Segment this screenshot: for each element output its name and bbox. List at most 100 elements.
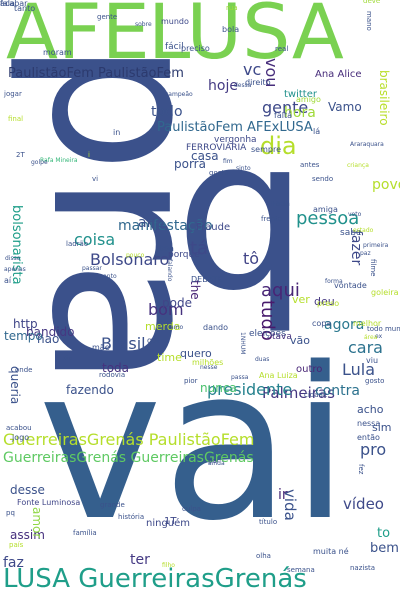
word: contra [315,383,360,399]
word: bolsonarista [9,205,24,285]
word: ir [278,487,288,503]
word: gol [147,336,160,345]
word: deu [314,295,335,308]
word: faz [3,555,24,571]
word: Fonte Luminosa [17,498,81,507]
word: toda [102,361,130,375]
word: ano [138,215,165,231]
word: GuerreirasGrenás GuerreirasGrenás [3,450,254,466]
word: povo [372,177,400,193]
word: tempo [4,329,43,343]
word: vou [262,58,281,88]
word: pode [162,296,192,310]
word: 1NHUM [239,332,246,355]
word: culpa [182,505,201,513]
word: passa [231,374,249,381]
word: onde [15,366,33,374]
word: coisa [74,230,116,249]
word: porra [174,157,206,171]
word: gosto [365,377,385,385]
word: sobre [135,21,152,28]
word: final [8,115,24,123]
word: boa [159,244,174,253]
word: the [188,280,202,300]
word: in [113,128,121,137]
word: passar [82,265,102,272]
word: fazendo [66,383,114,397]
word: então [357,433,380,442]
word: Ana Alice [315,69,362,80]
word: sim [372,421,392,434]
word: casa [191,149,219,163]
word: jogar [4,90,22,98]
word: gente [262,98,309,117]
word: cidade [304,391,328,399]
word: bandido [26,325,75,339]
word: fim [223,158,233,165]
word: filme [369,259,377,277]
word: twitter [284,89,317,100]
word: 1T [164,516,177,527]
word: fala [0,0,15,8]
word: porque [168,250,200,260]
word: copa [312,319,332,328]
word: FERROVIÁRIA [186,143,247,153]
word: nessa [357,419,381,428]
word: bem [370,541,399,556]
word: semana [287,566,315,574]
word: ninguém [146,518,191,529]
word: amiga [313,205,338,214]
word: hoje [208,78,238,94]
word: gente [97,13,118,21]
word: título [259,518,278,526]
word: vídeo [343,495,384,513]
word: nazista [350,564,376,572]
word: brasileiro [377,70,391,126]
word: mãe [92,343,110,352]
word: muita né [313,547,349,556]
word: pessoa [296,208,360,229]
word: pai [208,457,219,465]
word: real [275,45,289,53]
word: pior [184,377,198,385]
word: ainda [208,460,225,467]
word: pouco [126,252,145,259]
word: frente [261,215,282,223]
word: criança [347,162,369,169]
word: sempre [251,145,281,154]
word: time [157,351,182,364]
word: sinto [236,165,251,172]
word: filho [162,562,175,569]
word: fazer [348,230,364,266]
word: ladrão [66,240,89,248]
word: vai [38,322,350,567]
word: nao [37,332,60,346]
word: tudo [257,300,278,341]
word: tão [63,355,73,362]
word: vergonha [214,135,257,145]
word: cara [348,338,383,357]
word: PaulistãoFem AFExLUSA [157,120,313,135]
word: aqui [261,280,300,301]
word: amor [30,507,44,539]
word: agora [324,317,365,333]
word: assim [10,528,45,542]
word: tô [243,249,260,268]
word: olha [256,552,271,560]
word: 2T [16,151,25,159]
word: Lula [342,360,376,379]
word: hora [284,105,316,121]
word: grande [100,501,125,509]
word: falando [166,259,173,282]
word: falta [274,111,292,120]
word: ver [292,293,310,306]
word: família [73,529,97,537]
word: bola [222,25,240,34]
word: PaulistãoFem PaulistãoFem [8,66,184,81]
word: duas [255,356,270,363]
word: vão [290,334,310,347]
word: nada [270,199,290,208]
word: goleira [371,288,399,297]
word: dia [260,132,297,160]
